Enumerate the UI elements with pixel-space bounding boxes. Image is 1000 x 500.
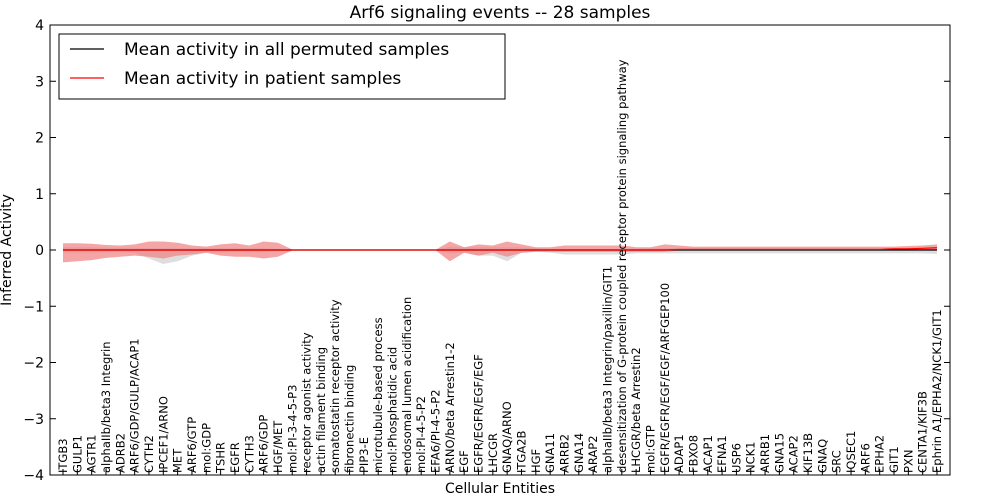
x-category-label: NCK1 (744, 442, 758, 474)
x-category-label: ARRB2 (557, 434, 571, 473)
x-category-label: ADAP1 (672, 434, 686, 473)
x-category-label: alphaIIb/beta3 Integrin/paxillin/GIT1 (600, 266, 614, 473)
y-tick-label: 3 (35, 74, 44, 90)
y-tick-label: −4 (23, 468, 44, 484)
y-axis: 4 3 2 1 0 −1 −2 −3 −4 (23, 18, 950, 484)
x-category-label: ARAP2 (586, 435, 600, 473)
y-tick-label: 0 (35, 243, 44, 259)
x-category-label: ADRB2 (113, 433, 127, 473)
x-category-label: GULP1 (70, 435, 84, 473)
x-category-label: fibronectin binding (343, 365, 357, 473)
legend-label-patient: Mean activity in patient samples (124, 69, 401, 89)
x-category-label: ARF6/GDP (257, 415, 271, 473)
x-category-label: endosomal lumen acidification (400, 297, 414, 473)
x-category-label: LHCGR/beta Arrestin2 (629, 347, 643, 473)
x-category-label: mol:PI-4-5-P2 (414, 396, 428, 473)
x-category-label: EFNA1 (715, 435, 729, 473)
x-category-label: FBXO8 (686, 435, 700, 473)
x-category-label: GNA15 (772, 433, 786, 473)
x-category-label: microtubule-based process (371, 317, 385, 473)
chart-title: Arf6 signaling events -- 28 samples (350, 3, 651, 23)
x-category-label: ACAP2 (787, 435, 801, 473)
x-category-label: GNA14 (572, 433, 586, 473)
x-category-label: CYTH2 (142, 435, 156, 473)
y-tick-label: 1 (35, 187, 44, 203)
x-category-label: EFA6/PI-4-5-P2 (429, 389, 443, 473)
x-category-label: CYTH3 (242, 435, 256, 473)
x-category-label: PIP3-E (357, 437, 371, 473)
band-permuted (63, 246, 937, 265)
x-category-label: IQSEC1 (844, 431, 858, 473)
x-category-label: KIF13B (801, 433, 815, 473)
x-category-label: USP6 (729, 443, 743, 473)
x-category-label: MET (171, 448, 185, 473)
x-category-label: mol:GDP (199, 423, 213, 473)
x-category-label: ARF6/GDP/GULP/ACAP1 (128, 338, 142, 473)
y-tick-label: 2 (35, 131, 44, 147)
x-category-label: alphaIIb/beta3 Integrin (99, 341, 113, 473)
x-category-label: mol:Phosphatidic acid (386, 347, 400, 473)
x-category-label: mol:PI-3-4-5-P3 (285, 385, 299, 473)
x-category-label: ARNO/beta Arrestin1-2 (443, 342, 457, 473)
y-tick-label: −2 (23, 356, 44, 372)
x-category-label: SRC (830, 450, 844, 473)
x-category-label: receptor agonist activity (300, 332, 314, 473)
series-lines (63, 247, 938, 251)
band-patient (63, 241, 937, 263)
x-axis-title: Cellular Entities (445, 481, 555, 497)
x-category-label: EGF (457, 450, 471, 473)
x-category-label: HGF/MET (271, 420, 285, 473)
x-category-label: EGFR (228, 442, 242, 473)
x-category-label: GNA11 (543, 433, 557, 473)
x-category-label: ARF6/GTP (185, 417, 199, 473)
x-category-label: GNAQ/ARNO (500, 401, 514, 473)
y-axis-title: Inferred Activity (0, 194, 15, 306)
x-category-label: mol:GTP (643, 425, 657, 473)
x-category-label: somatostatin receptor activity (328, 299, 342, 473)
y-tick-label: −3 (23, 412, 44, 428)
x-category-label: EGFR/EGFR/EGF/EGF/ARFGEP100 (658, 283, 672, 473)
x-category-label: GNAQ (815, 439, 829, 473)
legend-box (58, 33, 506, 100)
x-category-label: desensitization of G-protein coupled rec… (615, 59, 629, 473)
x-category-label: TSHR (214, 442, 228, 474)
x-category-label: Ephrin A1/EPHA2/NCK1/GIT1 (930, 309, 944, 473)
series-line-patient (63, 247, 938, 251)
x-category-label: GIT1 (887, 446, 901, 473)
x-category-label: CENTA1/KIF3B (916, 391, 930, 473)
legend-label-permuted: Mean activity in all permuted samples (124, 40, 449, 60)
x-axis: ITGB3 GULP1 AGTR1 alphaIIb/beta3 Integrin AD… (56, 59, 944, 475)
x-category-label: ARRB1 (758, 434, 772, 473)
x-category-label: ITGB3 (56, 438, 70, 473)
x-category-label: PXN (901, 450, 915, 473)
x-category-label: actin filament binding (314, 347, 328, 473)
y-tick-label: −1 (23, 299, 44, 315)
x-category-label: EPHA2 (873, 435, 887, 473)
x-category-label: IPCEF1/ARNO (156, 396, 170, 473)
x-category-label: ITGA2B (514, 430, 528, 473)
y-tick-label: 4 (35, 18, 44, 34)
x-category-label: HGF (529, 449, 543, 473)
confidence-bands (63, 241, 937, 265)
x-category-label: LHCGR (486, 433, 500, 473)
x-category-label: ARF6 (858, 443, 872, 473)
legend: Mean activity in all permuted samples Me… (58, 33, 506, 100)
x-category-label: AGTR1 (85, 435, 99, 474)
x-category-label: EGFR/EGFR/EGF/EGF (472, 354, 486, 473)
x-category-label: ACAP1 (701, 435, 715, 473)
